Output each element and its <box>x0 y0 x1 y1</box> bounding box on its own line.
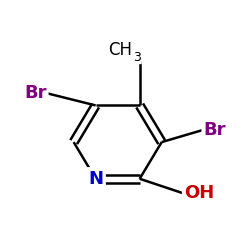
Text: N: N <box>88 170 103 188</box>
Text: 3: 3 <box>134 51 141 64</box>
Text: CH: CH <box>108 41 132 59</box>
Text: OH: OH <box>184 184 214 202</box>
Text: Br: Br <box>203 121 226 139</box>
Text: Br: Br <box>24 84 47 102</box>
